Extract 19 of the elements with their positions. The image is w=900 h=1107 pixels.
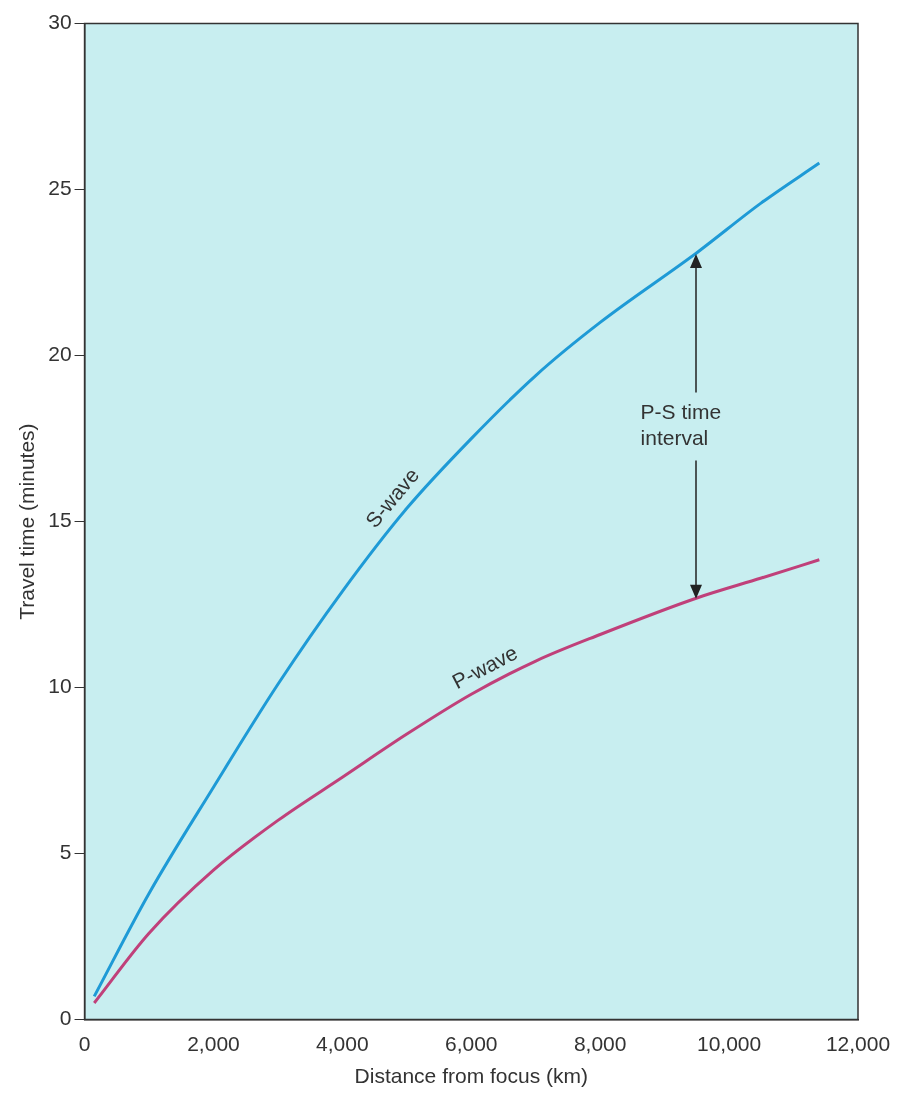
y-tick-label: 15 [48, 508, 72, 532]
annotation: P-S time interval [640, 399, 722, 449]
x-axis-title: Distance from focus (km) [354, 1064, 588, 1088]
y-tick-label: 5 [59, 840, 72, 864]
line-series [92, 558, 821, 1005]
y-tick-label: 20 [48, 342, 72, 366]
x-tick-label: 2,000 [187, 1032, 240, 1055]
x-tick-label: 0 [78, 1032, 91, 1055]
x-tick-label: 12,000 [825, 1032, 891, 1055]
x-tick-label: 8,000 [573, 1032, 627, 1055]
x-tick-label: 10,000 [696, 1032, 762, 1055]
y-tick-label: 0 [59, 1006, 72, 1030]
y-axis-title: Travel time (minutes) [15, 423, 39, 620]
y-tick-label: 10 [48, 674, 72, 698]
x-tick-label: 6,000 [445, 1032, 498, 1055]
line-series [92, 161, 821, 998]
y-tick-label: 30 [48, 10, 72, 34]
x-tick-label: 4,000 [316, 1032, 369, 1055]
y-tick-label: 25 [48, 176, 72, 200]
